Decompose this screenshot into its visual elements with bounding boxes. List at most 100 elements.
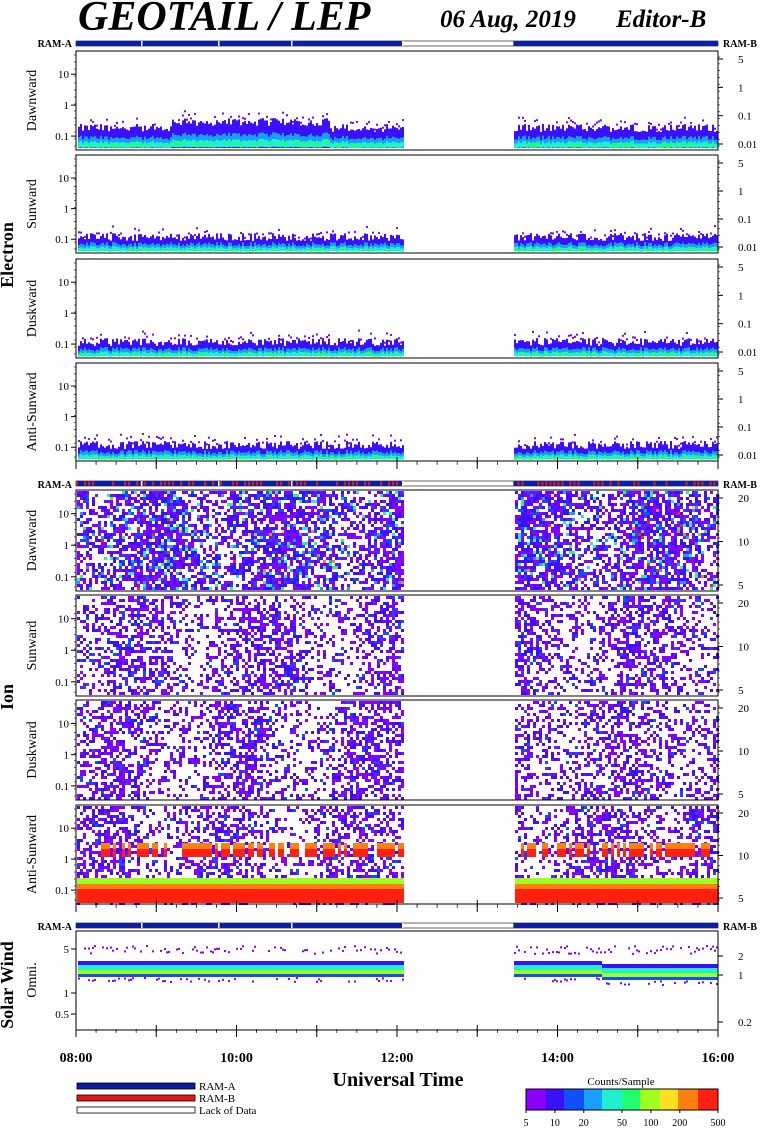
plot-editor: Editor-B [615, 6, 706, 33]
ion-ram-bar-ramb [665, 481, 668, 486]
ion-ram-bar-ramb [396, 481, 399, 486]
ion-ram-bar-ramb [144, 481, 147, 486]
ion-ram-bar-ramb [517, 481, 520, 486]
electron-panel-3-left-ticklabel-2: 0.1 [55, 442, 69, 454]
ion-panel-0-right-rticklabel-2: 5 [738, 580, 744, 592]
ion-ram-bar-ramb [573, 481, 576, 486]
ion-ram-bar-ramb [88, 481, 91, 486]
ion-panel-3-left-ticklabel-1: 1 [64, 854, 70, 866]
ion-ram-bar-ramb [577, 481, 580, 486]
electron-panel-1-right-rticklabel-0: 5 [738, 158, 744, 170]
ion-ram-bar-ramb [637, 481, 640, 486]
ion-panel-1-left-ticklabel-0: 10 [58, 614, 70, 626]
electron-panel-2-left-ticklabel-0: 10 [58, 277, 70, 289]
ion-ram-bar-ramb [593, 481, 596, 486]
ion-ram-bar-ramb [256, 481, 259, 486]
sw-ram-bar-sep [291, 923, 293, 928]
ion-ram-bar-ramb [368, 481, 371, 486]
sw-left-ticklabel-0: 5 [64, 944, 70, 956]
legend-swatch-1 [76, 1094, 196, 1102]
electron-panel-1-right-rticklabel-3: 0.01 [738, 242, 757, 254]
ion-ram-bar-ramb [160, 481, 163, 486]
electron-ram-bar-sep [402, 41, 404, 46]
ion-ram-bar-ramb [304, 481, 307, 486]
electron-ram-bar-sep [218, 41, 220, 46]
ion-panel-2-right-rticklabel-0: 20 [738, 703, 750, 715]
ion-panel-label-0: Dawnward [25, 510, 40, 571]
ion-panel-2-left-ticklabel-2: 0.1 [55, 781, 69, 793]
electron-panel-3-right-rticklabel-2: 0.1 [738, 422, 752, 434]
sw-group-label: Solar Wind [0, 941, 17, 1029]
sw-right-ticklabel-2: 0.2 [738, 1017, 752, 1029]
ion-ram-bar-ramb [76, 481, 79, 486]
electron-panel-label-2: Duskward [25, 280, 40, 338]
electron-ram-bar-sep [141, 41, 143, 46]
ion-ram-bar-ramb [348, 481, 351, 486]
ion-ram-a-label: RAM-A [38, 480, 73, 491]
ion-ram-bar-ramb [380, 481, 383, 486]
electron-panel-label-3: Anti-Sunward [25, 372, 40, 451]
ion-panel-2-left-ticklabel-1: 1 [64, 750, 70, 762]
ion-panel-0-left-ticklabel-2: 0.1 [55, 572, 69, 584]
electron-panel-1-left-ticklabel-0: 10 [58, 173, 70, 185]
legend-label-0: RAM-A [199, 1081, 236, 1093]
legend-swatch-0 [76, 1082, 196, 1090]
ion-ram-bar-ramb [601, 481, 604, 486]
electron-heatmap-3 [78, 433, 718, 460]
sw-right-ticklabel-0: 2 [738, 951, 744, 963]
ion-ram-bar-ramb [212, 481, 215, 486]
electron-panel-1-right-rticklabel-2: 0.1 [738, 214, 752, 226]
title-layer: GEOTAIL / LEP 06 Aug, 2019 Editor-B [78, 0, 706, 40]
legend-label-1: RAM-B [199, 1093, 235, 1105]
ion-ram-bar-ramb [112, 481, 115, 486]
electron-panel-1-left-ticklabel-2: 0.1 [55, 234, 69, 246]
ion-panel-1-right-rticklabel-2: 5 [738, 685, 744, 697]
ion-ram-bar-ramb [168, 481, 171, 486]
sw-ram-bar-sep [141, 923, 143, 928]
ion-panel-2-right-rticklabel-1: 10 [738, 746, 750, 758]
electron-panel-3-left-ticklabel-1: 1 [64, 412, 70, 424]
electron-panel-1 [75, 154, 719, 254]
legend-swatch-2 [76, 1106, 196, 1114]
electron-panel-0 [75, 50, 719, 151]
solar-wind-heatmap [78, 945, 718, 986]
ion-ram-bar-ramb [713, 481, 716, 486]
ion-heatmap-1 [77, 596, 719, 695]
ion-panel-3-left-ticklabel-0: 10 [58, 823, 70, 835]
ion-ram-bar-ramb [296, 481, 299, 486]
electron-group-label: Electron [0, 222, 17, 288]
ion-ram-bar-ramb [180, 481, 183, 486]
sw-panel-label: Omni. [25, 962, 40, 997]
ion-group-label: Ion [0, 684, 17, 710]
ion-ram-bar-ramb [92, 481, 95, 486]
heatmap-layer [77, 110, 719, 986]
ion-ram-bar-ramb [685, 481, 688, 486]
legend-label-2: Lack of Data [199, 1105, 257, 1117]
ion-ram-bar-ramb [204, 481, 207, 486]
sw-ram-bar-seg-1 [513, 923, 718, 928]
ion-ram-bar-sep [141, 481, 143, 486]
electron-panel-0-right-rticklabel-3: 0.01 [738, 139, 757, 151]
x-ticklabel-2: 12:00 [381, 1051, 414, 1066]
colorbar-ticklabel-6: 500 [711, 1118, 726, 1128]
ion-ram-bar-ramb [252, 481, 255, 486]
ion-ram-bar-ramb [344, 481, 347, 486]
electron-panel-0-right-rticklabel-2: 0.1 [738, 111, 752, 123]
electron-panel-3-right-rticklabel-3: 0.01 [738, 450, 757, 462]
ion-panel-0-left-ticklabel-0: 10 [58, 509, 70, 521]
colorbar-title: Counts/Sample [587, 1076, 654, 1088]
ion-ram-bar-ramb [300, 481, 303, 486]
ion-ram-bar-ramb [244, 481, 247, 486]
ion-ram-bar-ramb [248, 481, 251, 486]
ion-ram-bar-ramb [220, 481, 223, 486]
x-ticklabel-4: 16:00 [702, 1051, 735, 1066]
x-ticklabel-0: 08:00 [60, 1051, 93, 1066]
sw-ram-bar-sep [218, 923, 220, 928]
electron-panel-3-right-rticklabel-0: 5 [738, 366, 744, 378]
electron-panel-2-right-rticklabel-1: 1 [738, 290, 744, 302]
electron-ram-bar-seg-1 [513, 41, 718, 46]
ion-panel-label-3: Anti-Sunward [25, 815, 40, 894]
ion-panel-1 [75, 594, 719, 697]
ion-ram-bar-ramb [557, 481, 560, 486]
ion-ram-bar-ramb [545, 481, 548, 486]
